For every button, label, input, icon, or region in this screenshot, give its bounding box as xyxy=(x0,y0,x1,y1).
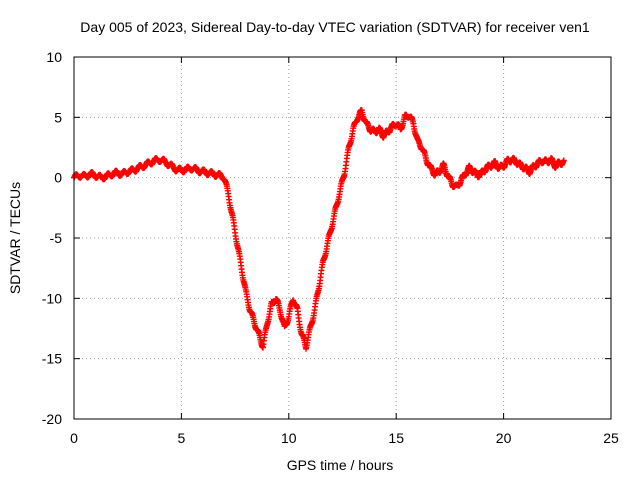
y-axis-title: SDTVAR / TECUs xyxy=(7,182,23,294)
data-series xyxy=(71,107,567,352)
y-tick-label: -5 xyxy=(50,230,63,246)
x-tick-label: 10 xyxy=(281,430,297,446)
x-tick-label: 5 xyxy=(178,430,186,446)
x-axis-title: GPS time / hours xyxy=(287,457,394,473)
y-tick-labels: -20 -15 -10 -5 0 5 10 xyxy=(42,49,62,427)
y-tick-label: 5 xyxy=(54,109,62,125)
y-tick-label: -20 xyxy=(42,411,62,427)
x-tick-label: 15 xyxy=(388,430,404,446)
x-tick-label: 25 xyxy=(603,430,619,446)
y-tick-label: 10 xyxy=(46,49,62,65)
series-sdtvar xyxy=(71,107,567,352)
chart-title: Day 005 of 2023, Sidereal Day-to-day VTE… xyxy=(80,19,590,35)
y-tick-label: -10 xyxy=(42,290,62,306)
x-tick-label: 0 xyxy=(70,430,78,446)
plot-frame xyxy=(73,56,612,420)
x-tick-labels: 0 5 10 15 20 25 xyxy=(70,430,619,446)
y-tick-label: 0 xyxy=(54,170,62,186)
grid-lines xyxy=(74,57,611,419)
y-tick-label: -15 xyxy=(42,351,62,367)
data-point xyxy=(560,157,567,164)
x-tick-label: 20 xyxy=(496,430,512,446)
